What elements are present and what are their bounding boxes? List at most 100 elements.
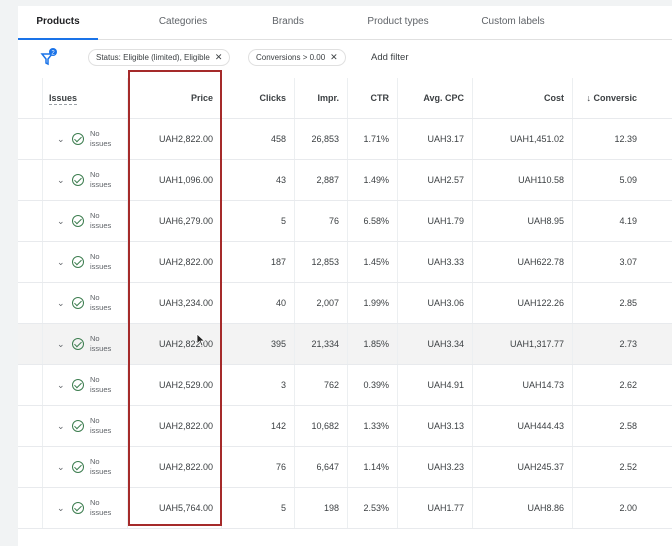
cell-clicks: 76 xyxy=(222,447,295,487)
cell-impr: 12,853 xyxy=(295,242,348,282)
check-circle-icon xyxy=(72,297,84,309)
tab-categories[interactable]: Categories xyxy=(158,16,208,27)
issues-status: No issues xyxy=(90,457,112,476)
cell-impr: 21,334 xyxy=(295,324,348,364)
close-icon[interactable]: ✕ xyxy=(214,52,223,62)
table-row[interactable]: ⌄ No issues UAH2,822.00 458 26,853 1.71% UAH3.1… xyxy=(18,119,672,160)
header-ctr[interactable]: CTR xyxy=(348,78,398,118)
cell-conversions: 2.00 xyxy=(619,503,637,513)
chevron-down-icon[interactable]: ⌄ xyxy=(57,174,65,185)
issues-status: No issues xyxy=(90,252,112,271)
cell-conversions: 12.39 xyxy=(614,134,637,144)
chevron-down-icon[interactable]: ⌄ xyxy=(57,420,65,431)
header-spacer xyxy=(18,78,43,118)
check-circle-icon xyxy=(72,215,84,227)
header-price[interactable]: Price xyxy=(128,78,222,118)
cell-avg-cpc: UAH3.17 xyxy=(398,119,473,159)
cell-ctr: 1.85% xyxy=(348,324,398,364)
issues-cell: ⌄ No issues xyxy=(43,119,128,159)
cell-avg-cpc: UAH3.13 xyxy=(398,406,473,446)
mouse-cursor-icon xyxy=(196,333,206,350)
cell-price: UAH5,764.00 xyxy=(128,488,222,528)
row-spacer xyxy=(18,324,43,364)
table-row[interactable]: ⌄ No issues UAH2,822.00 187 12,853 1.45% UAH3.3… xyxy=(18,242,672,283)
issues-status: No issues xyxy=(90,375,112,394)
issues-cell: ⌄ No issues xyxy=(43,242,128,282)
cell-clicks: 3 xyxy=(222,365,295,405)
cell-ctr: 2.53% xyxy=(348,488,398,528)
issues-status: No issues xyxy=(90,498,112,517)
cell-cost: UAH1,317.77 xyxy=(473,324,573,364)
cell-avg-cpc: UAH4.91 xyxy=(398,365,473,405)
issues-status: No issues xyxy=(90,170,112,189)
table-row[interactable]: ⌄ No issues UAH3,234.00 40 2,007 1.99% UAH3.06 U… xyxy=(18,283,672,324)
header-issues[interactable]: Issues xyxy=(43,78,128,118)
cell-conversions: 2.73 xyxy=(619,339,637,349)
chevron-down-icon[interactable]: ⌄ xyxy=(57,297,65,308)
chevron-down-icon[interactable]: ⌄ xyxy=(57,215,65,226)
filter-chip-status[interactable]: Status: Eligible (limited), Eligible ✕ xyxy=(88,49,231,66)
header-impr[interactable]: Impr. xyxy=(295,78,348,118)
check-circle-icon xyxy=(72,420,84,432)
issues-cell: ⌄ No issues xyxy=(43,488,128,528)
issues-cell: ⌄ No issues xyxy=(43,406,128,446)
header-clicks[interactable]: Clicks xyxy=(222,78,295,118)
chevron-down-icon[interactable]: ⌄ xyxy=(57,502,65,513)
check-circle-icon xyxy=(72,502,84,514)
table-row[interactable]: ⌄ No issues UAH6,279.00 5 76 6.58% UAH1.79 UAH8.… xyxy=(18,201,672,242)
table-row[interactable]: ⌄ No issues UAH2,822.00 76 6,647 1.14% UAH3.23 U… xyxy=(18,447,672,488)
filter-count: 2 xyxy=(51,51,55,57)
chip-label: Status: Eligible (limited), Eligible xyxy=(96,53,210,62)
cell-price: UAH3,234.00 xyxy=(128,283,222,323)
cell-price: UAH2,822.00 xyxy=(128,242,222,282)
row-spacer xyxy=(18,447,43,487)
cell-conversions: 2.62 xyxy=(619,380,637,390)
table-row[interactable]: ⌄ No issues UAH2,529.00 3 762 0.39% UAH4.91 UAH1… xyxy=(18,365,672,406)
issues-cell: ⌄ No issues xyxy=(43,201,128,241)
cell-cost: UAH622.78 xyxy=(473,242,573,282)
filter-icon[interactable]: 2 xyxy=(40,48,60,68)
issues-status: No issues xyxy=(90,211,112,230)
chevron-down-icon[interactable]: ⌄ xyxy=(57,338,65,349)
row-spacer xyxy=(18,283,43,323)
tab-products[interactable]: Products xyxy=(18,6,98,40)
header-avg-cpc[interactable]: Avg. CPC xyxy=(398,78,473,118)
chevron-down-icon[interactable]: ⌄ xyxy=(57,379,65,390)
table-row[interactable]: ⌄ No issues UAH1,096.00 43 2,887 1.49% UAH2.57 U… xyxy=(18,160,672,201)
add-filter-button[interactable]: Add filter xyxy=(371,52,409,63)
cell-avg-cpc: UAH1.79 xyxy=(398,201,473,241)
cell-ctr: 1.71% xyxy=(348,119,398,159)
tab-custom-labels[interactable]: Custom labels xyxy=(481,16,545,27)
table-header: Issues Price Clicks Impr. CTR Avg. CPC C… xyxy=(18,78,672,119)
chevron-down-icon[interactable]: ⌄ xyxy=(57,256,65,267)
close-icon[interactable]: ✕ xyxy=(330,52,338,62)
table-row[interactable]: ⌄ No issues UAH2,822.00 395 21,334 1.85% UAH3.3… xyxy=(18,324,672,365)
cell-clicks: 458 xyxy=(222,119,295,159)
cell-cost: UAH110.58 xyxy=(473,160,573,200)
cell-conversions: 3.07 xyxy=(619,257,637,267)
tab-brands[interactable]: Brands xyxy=(272,16,304,27)
tab-bar: Products Categories Brands Product types… xyxy=(18,6,672,40)
cell-avg-cpc: UAH3.23 xyxy=(398,447,473,487)
cell-ctr: 1.14% xyxy=(348,447,398,487)
cell-avg-cpc: UAH2.57 xyxy=(398,160,473,200)
chevron-down-icon[interactable]: ⌄ xyxy=(57,461,65,472)
cell-impr: 2,887 xyxy=(295,160,348,200)
cell-clicks: 395 xyxy=(222,324,295,364)
cell-cost: UAH14.73 xyxy=(473,365,573,405)
cell-price: UAH1,096.00 xyxy=(128,160,222,200)
chevron-down-icon[interactable]: ⌄ xyxy=(57,133,65,144)
cell-conversions: 2.85 xyxy=(619,298,637,308)
header-cost[interactable]: Cost xyxy=(473,78,573,118)
cell-price: UAH2,822.00 xyxy=(128,406,222,446)
table-row[interactable]: ⌄ No issues UAH2,822.00 142 10,682 1.33% UAH3.1… xyxy=(18,406,672,447)
issues-cell: ⌄ No issues xyxy=(43,283,128,323)
cell-clicks: 43 xyxy=(222,160,295,200)
check-circle-icon xyxy=(72,379,84,391)
header-conversions[interactable]: ↓ Conversic xyxy=(586,93,637,103)
check-circle-icon xyxy=(72,256,84,268)
issues-cell: ⌄ No issues xyxy=(43,447,128,487)
table-row[interactable]: ⌄ No issues UAH5,764.00 5 198 2.53% UAH1.77 UAH8… xyxy=(18,488,672,529)
filter-chip-conversions[interactable]: Conversions > 0.00 ✕ xyxy=(248,49,346,66)
tab-product-types[interactable]: Product types xyxy=(367,16,429,27)
